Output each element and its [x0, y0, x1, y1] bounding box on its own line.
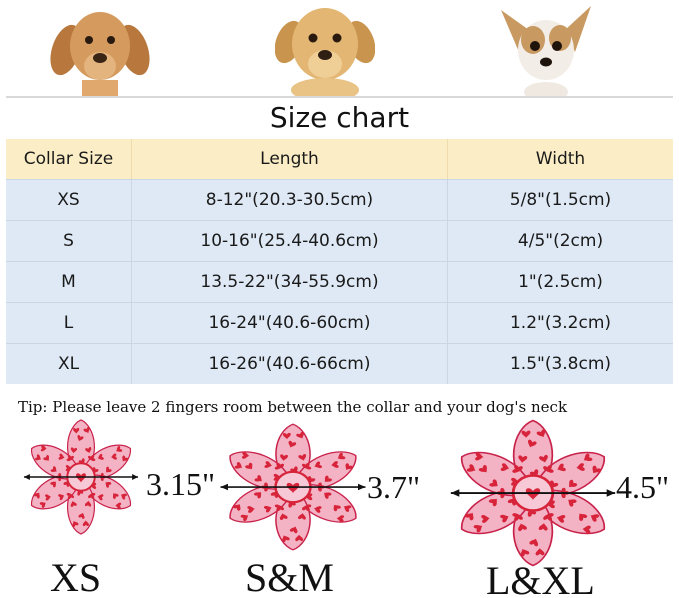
heart-flower-icon — [450, 419, 616, 567]
cell-length: 10-16"(25.4-40.6cm) — [132, 221, 448, 261]
cell-width: 4/5"(2cm) — [448, 221, 673, 261]
header-width: Width — [448, 139, 673, 179]
cell-size: L — [6, 303, 132, 343]
page-title: Size chart — [269, 101, 410, 134]
cell-width: 5/8"(1.5cm) — [448, 180, 673, 220]
cell-length: 8-12"(20.3-30.5cm) — [132, 180, 448, 220]
cell-width: 1.2"(3.2cm) — [448, 303, 673, 343]
size-label: L&XL — [486, 558, 595, 598]
cell-width: 1.5"(3.8cm) — [448, 344, 673, 384]
dog-photos — [0, 0, 679, 96]
table-header-row: Collar Size Length Width — [6, 139, 673, 179]
heart-flower-icon — [220, 423, 366, 551]
divider — [6, 96, 673, 98]
size-table: Collar Size Length Width XS 8-12"(20.3-3… — [6, 139, 673, 384]
table-row: XS 8-12"(20.3-30.5cm) 5/8"(1.5cm) — [6, 179, 673, 220]
dachshund-puppy-photo — [50, 12, 150, 96]
size-label: S&M — [245, 555, 334, 598]
header-collar-size: Collar Size — [6, 139, 132, 179]
cell-size: XL — [6, 344, 132, 384]
chihuahua-photo — [501, 6, 591, 96]
cell-length: 16-26"(40.6-66cm) — [132, 344, 448, 384]
cell-size: M — [6, 262, 132, 302]
table-row: M 13.5-22"(34-55.9cm) 1"(2.5cm) — [6, 261, 673, 302]
table-row: XL 16-26"(40.6-66cm) 1.5"(3.8cm) — [6, 343, 673, 384]
cell-size: XS — [6, 180, 132, 220]
size-label: XS — [50, 555, 102, 598]
cell-size: S — [6, 221, 132, 261]
header-length: Length — [132, 139, 448, 179]
cell-width: 1"(2.5cm) — [448, 262, 673, 302]
tip-text: Tip: Please leave 2 fingers room between… — [18, 398, 568, 416]
heart-flower-icon — [23, 419, 139, 535]
measurement-label: 3.15" — [146, 466, 216, 502]
table-row: S 10-16"(25.4-40.6cm) 4/5"(2cm) — [6, 220, 673, 261]
cell-length: 13.5-22"(34-55.9cm) — [132, 262, 448, 302]
measurement-label: 3.7" — [367, 469, 421, 505]
cell-length: 16-24"(40.6-60cm) — [132, 303, 448, 343]
table-row: L 16-24"(40.6-60cm) 1.2"(3.2cm) — [6, 302, 673, 343]
measurement-label: 4.5" — [616, 469, 670, 505]
golden-retriever-puppy-photo — [275, 8, 375, 96]
